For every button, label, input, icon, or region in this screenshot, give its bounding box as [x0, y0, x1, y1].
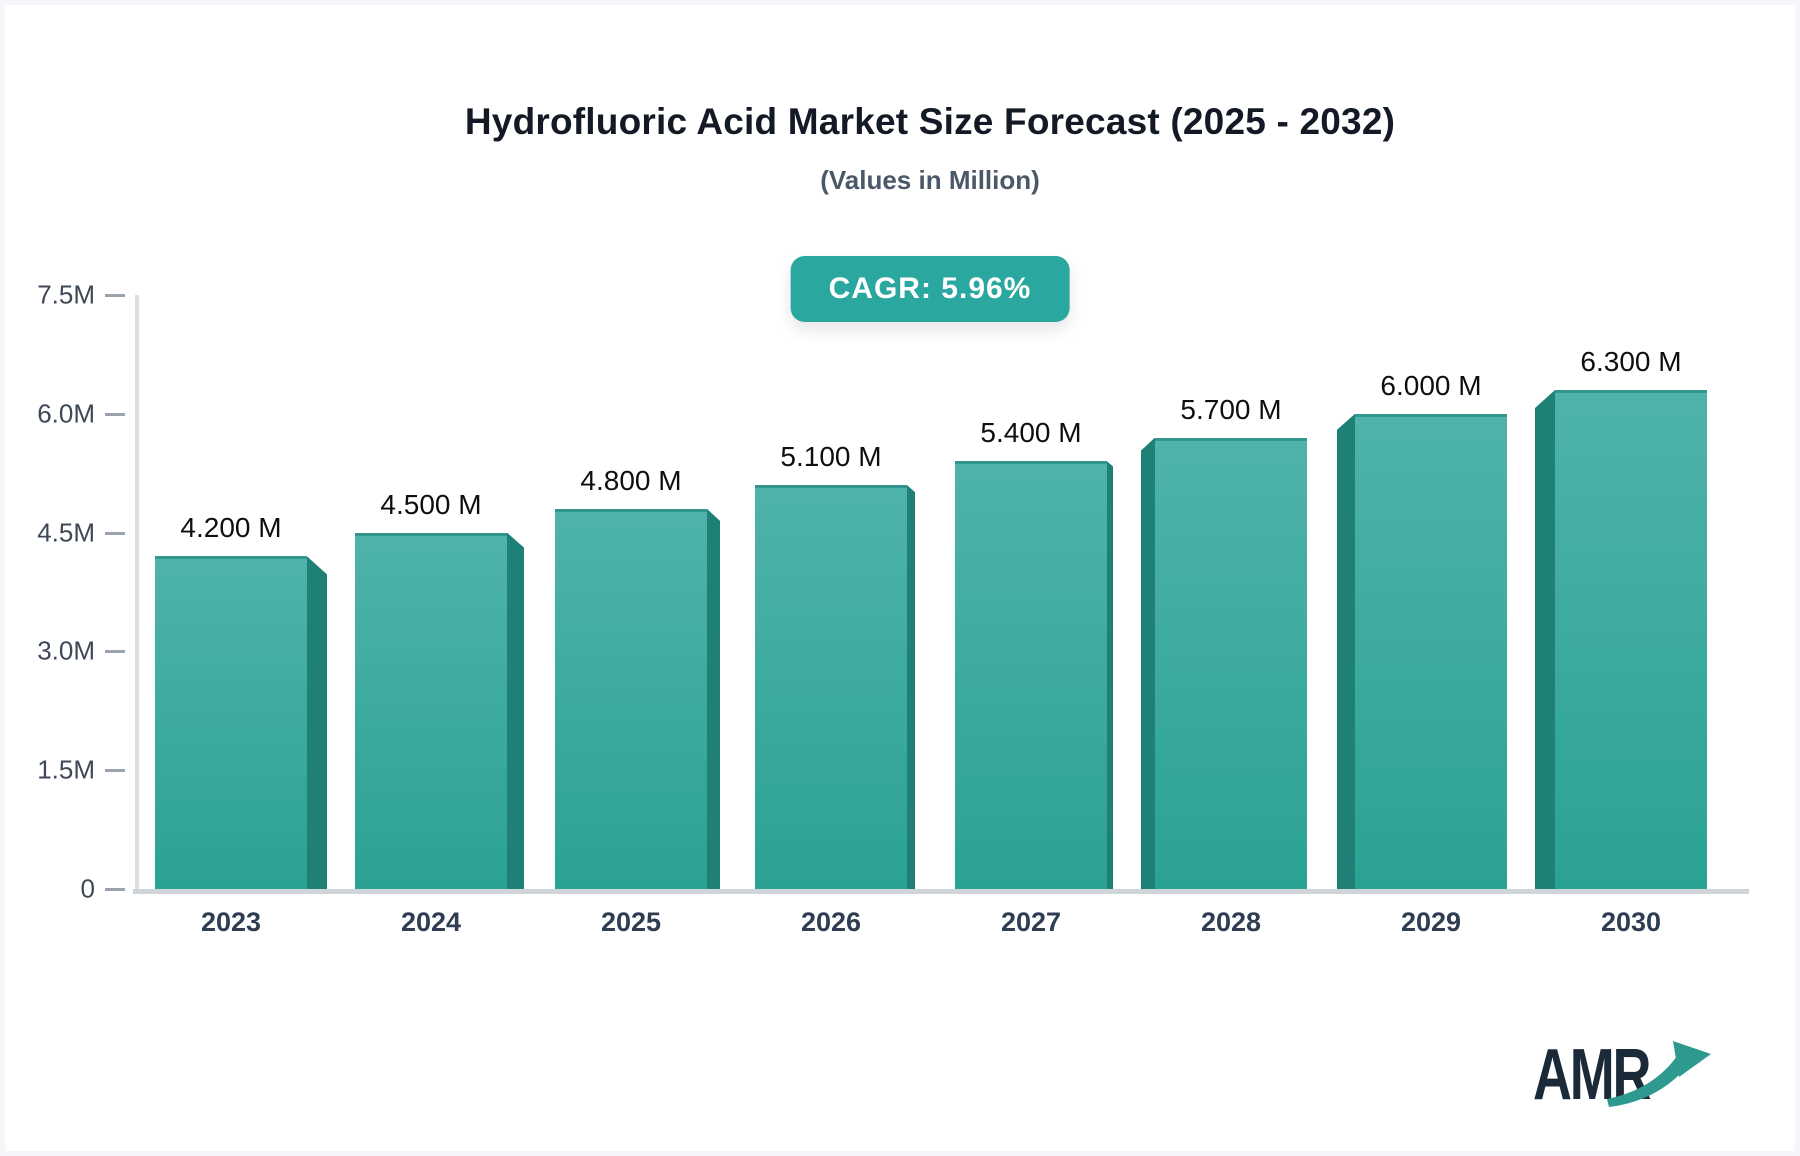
bar-2026 [755, 485, 907, 889]
bar-2023 [155, 556, 307, 889]
x-tick-label-2026: 2026 [800, 907, 862, 937]
y-tick-label-3.0M: 3.0M [37, 635, 95, 666]
bar-side-face-2027 [1107, 461, 1113, 889]
bar-side-face-2025 [707, 508, 720, 889]
bar-2030 [1555, 390, 1707, 889]
bar-2025 [555, 508, 707, 889]
y-tick-mark [105, 650, 125, 654]
y-tick-label-1.5M: 1.5M [37, 754, 95, 785]
bar-value-label-2026: 5.100 M [780, 441, 882, 473]
x-tick-label-2023: 2023 [200, 907, 262, 937]
y-tick-mark [105, 412, 125, 416]
y-tick-mark [105, 531, 125, 535]
bar-2024 [355, 532, 507, 889]
bar-side-face-2024 [507, 532, 524, 889]
bar-value-label-2030: 6.300 M [1580, 346, 1682, 378]
y-tick-label-4.5M: 4.5M [37, 517, 95, 548]
x-axis-line [133, 889, 1749, 894]
y-axis-line [135, 295, 139, 889]
y-tick-label-7.5M: 7.5M [37, 279, 95, 310]
x-tick-label-2027: 2027 [1000, 907, 1062, 937]
x-tick-label-2029: 2029 [1400, 907, 1462, 937]
x-tick-label-2025: 2025 [600, 907, 662, 937]
amr-logo-graphic: AMR [1533, 1035, 1711, 1115]
bar-side-face-2029 [1337, 413, 1355, 889]
chart-card: Hydrofluoric Acid Market Size Forecast (… [5, 5, 1795, 1151]
bar-2029 [1355, 413, 1507, 889]
x-tick-label-2024: 2024 [400, 907, 462, 937]
chart-title: Hydrofluoric Acid Market Size Forecast (… [464, 101, 1396, 142]
bar-side-face-2023 [307, 556, 327, 889]
y-tick-mark [105, 294, 125, 297]
trend-up-arrow-icon [1607, 1041, 1711, 1107]
bar-2027 [955, 461, 1107, 889]
x-tick-label-2028: 2028 [1200, 907, 1262, 937]
bar-side-face-2028 [1141, 437, 1155, 889]
y-tick-label-6.0M: 6.0M [37, 398, 95, 429]
bar-side-face-2026 [907, 485, 915, 889]
chart-subtitle: (Values in Million) [820, 165, 1040, 195]
y-tick-label-0: 0 [80, 873, 95, 904]
bar-value-label-2029: 6.000 M [1380, 369, 1482, 401]
cagr-badge-label: CAGR: 5.96% [828, 272, 1032, 305]
bar-value-label-2027: 5.400 M [980, 417, 1082, 449]
x-tick-label-2030: 2030 [1600, 907, 1662, 937]
bar-value-label-2024: 4.500 M [380, 488, 482, 520]
amr-logo: AMR [1525, 1033, 1725, 1115]
y-tick-mark [105, 769, 125, 773]
y-tick-mark [105, 888, 125, 891]
cagr-badge: CAGR: 5.96% [790, 256, 1070, 322]
bar-side-face-2030 [1535, 390, 1555, 889]
bar-value-label-2028: 5.700 M [1180, 393, 1282, 425]
bar-value-label-2025: 4.800 M [580, 464, 682, 496]
bar-chart: 0 1.5M 3.0M 4.5M 6.0M 7.5M 4.200 M 2023 4.500 M… [5, 5, 1795, 1151]
bar-2028 [1155, 437, 1307, 889]
bar-value-label-2023: 4.200 M [180, 512, 282, 544]
